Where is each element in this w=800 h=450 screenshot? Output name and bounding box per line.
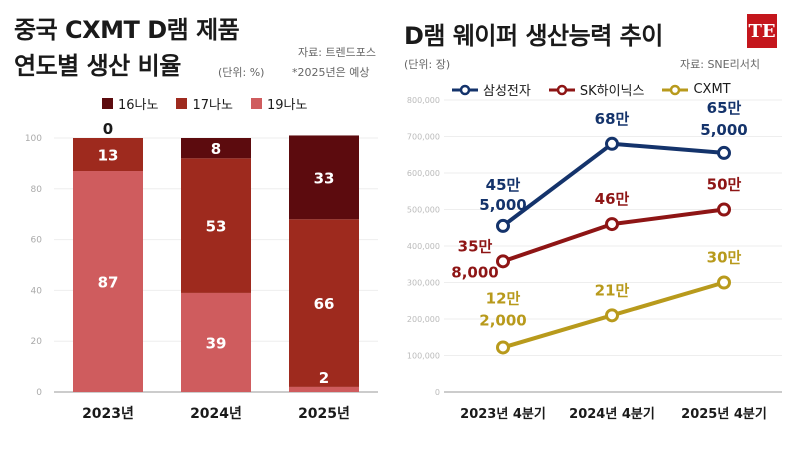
y-tick-label: 500,000	[407, 206, 440, 215]
legend-marker-cxmt	[662, 84, 689, 95]
legend-label-17nm: 17나노	[192, 98, 233, 113]
data-point	[717, 275, 731, 290]
legend-item-19nm: 19나노	[250, 94, 308, 113]
bar-data-label: 39	[206, 334, 227, 352]
data-point	[605, 217, 619, 232]
left-unit: (단위: %)	[218, 66, 265, 79]
line-data-label: 68만	[595, 110, 630, 128]
y-tick-label: 800,000	[407, 96, 440, 105]
left-note: *2025년은 예상	[292, 66, 370, 79]
left-title-line2: 연도별 생산 비율	[14, 52, 181, 80]
y-tick-label: 20	[31, 337, 43, 347]
legend-label-19nm: 19나노	[266, 98, 308, 113]
bar-segment-17nm	[289, 219, 359, 387]
line-data-label: 45만	[486, 176, 521, 194]
line-data-label: 35만	[458, 237, 493, 255]
line-data-label: 5,000	[479, 196, 526, 214]
legend-swatch-16nm	[102, 98, 113, 109]
bar-segment-16nm	[289, 135, 359, 220]
right-title: D램 웨이퍼 생산능력 추이	[404, 22, 663, 50]
bar-segment-19nm	[73, 171, 143, 392]
bar-data-label: 0	[103, 120, 113, 138]
legend-marker-samsung	[452, 84, 478, 95]
legend-swatch-17nm	[176, 98, 188, 109]
x-tick-label: 2023년 4분기	[460, 407, 546, 422]
line-data-label: 21만	[595, 281, 630, 299]
bar-segment-17nm	[181, 158, 251, 293]
bar-data-label: 13	[98, 147, 119, 165]
data-point	[496, 340, 510, 355]
right-source: 자료: SNE리서치	[680, 58, 760, 71]
data-point	[605, 136, 619, 151]
bar-data-label: 8	[211, 140, 221, 158]
line-data-label: 8,000	[451, 263, 498, 281]
y-tick-label: 0	[36, 388, 42, 398]
y-tick-label: 80	[31, 185, 43, 195]
bar-segment-17nm	[73, 138, 143, 172]
y-tick-label: 200,000	[407, 315, 440, 324]
line-data-label: 5,000	[700, 121, 747, 139]
legend-item-17nm: 17나노	[176, 94, 233, 113]
line-data-label: 12만	[486, 289, 521, 307]
bar-segment-19nm	[289, 386, 359, 392]
line-data-label: 2,000	[479, 311, 526, 329]
bar-data-label: 33	[314, 169, 335, 187]
data-point	[605, 308, 619, 323]
right-legend: 삼성전자 SK하이닉스 CXMT	[452, 80, 731, 99]
line-data-label: 65만	[707, 99, 742, 117]
legend-label-cxmt: CXMT	[693, 82, 731, 97]
legend-label-16nm: 16나노	[118, 98, 159, 113]
legend-item-samsung: 삼성전자	[452, 80, 531, 99]
y-tick-label: 400,000	[407, 242, 440, 251]
bar-data-label: 87	[98, 274, 119, 292]
legend-label-samsung: 삼성전자	[483, 84, 531, 99]
bar-data-label: 2	[319, 369, 329, 387]
left-title-line1: 중국 CXMT D램 제품	[14, 16, 240, 44]
x-tick-label: 2025년	[298, 406, 350, 422]
x-tick-label: 2025년 4분기	[681, 407, 767, 422]
bar-data-label: 66	[314, 295, 335, 313]
data-point	[496, 218, 510, 233]
bar-segment-16nm	[181, 138, 251, 159]
data-point	[717, 202, 731, 217]
legend-swatch-19nm	[250, 98, 262, 109]
legend-marker-skhynix	[548, 84, 575, 95]
y-tick-label: 100,000	[407, 352, 440, 361]
brand-logo: TE	[747, 14, 777, 48]
legend-label-skhynix: SK하이닉스	[579, 84, 645, 99]
y-tick-label: 0	[435, 388, 440, 397]
data-point	[717, 145, 731, 160]
y-tick-label: 40	[31, 286, 43, 296]
right-unit: (단위: 장)	[404, 58, 451, 71]
legend-item-cxmt: CXMT	[662, 82, 731, 97]
y-tick-label: 60	[31, 236, 43, 246]
left-source: 자료: 트렌드포스	[298, 46, 377, 59]
left-legend: 16나노 17나노 19나노	[102, 94, 307, 113]
stacked-bar-chart: 0 20 40 60 80 100 87 13 0 2023년 39 53 8 2024년 2 66 33 202…	[25, 120, 378, 422]
data-point	[496, 254, 510, 269]
x-tick-label: 2024년	[190, 406, 242, 422]
y-tick-label: 300,000	[407, 279, 440, 288]
y-tick-label: 700,000	[407, 133, 440, 142]
bar-data-label: 53	[206, 218, 227, 236]
y-tick-label: 100	[25, 134, 42, 144]
y-tick-label: 600,000	[407, 169, 440, 178]
line-data-label: 46만	[595, 190, 630, 208]
line-data-label: 50만	[707, 176, 742, 194]
x-tick-label: 2023년	[82, 406, 134, 422]
line-data-label: 30만	[707, 249, 742, 267]
x-tick-label: 2024년 4분기	[569, 407, 655, 422]
legend-item-16nm: 16나노	[102, 94, 158, 113]
legend-item-skhynix: SK하이닉스	[548, 80, 645, 99]
bar-segment-19nm	[181, 292, 251, 392]
line-chart: 0 100,000 200,000 300,000 400,000 500,000 600,…	[407, 96, 782, 422]
